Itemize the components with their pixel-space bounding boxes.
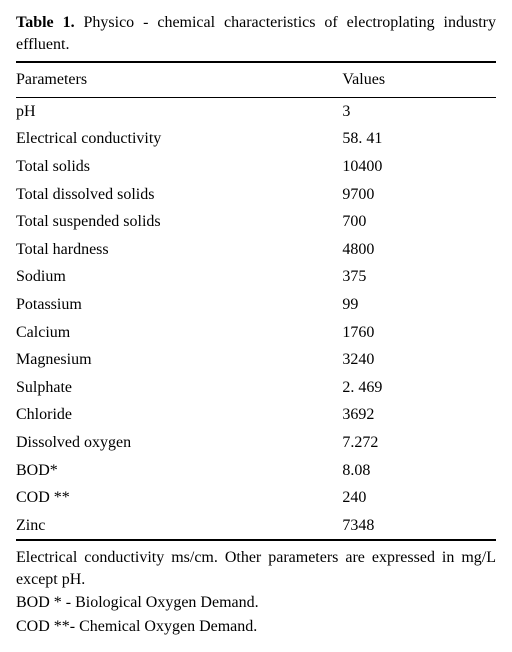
cell-parameter: Potassium: [16, 291, 342, 319]
table-row: Sodium375: [16, 263, 496, 291]
cell-value: 3240: [342, 346, 496, 374]
cell-value: 7348: [342, 512, 496, 540]
cell-parameter: BOD*: [16, 457, 342, 485]
cell-parameter: Dissolved oxygen: [16, 429, 342, 457]
cell-parameter: COD **: [16, 484, 342, 512]
cell-value: 58. 41: [342, 125, 496, 153]
table-row: Total solids10400: [16, 153, 496, 181]
cell-value: 3692: [342, 401, 496, 429]
cell-parameter: Calcium: [16, 319, 342, 347]
table-row: Total hardness4800: [16, 236, 496, 264]
table-row: Dissolved oxygen7.272: [16, 429, 496, 457]
footnote-line: COD **- Chemical Oxygen Demand.: [16, 616, 496, 638]
cell-value: 700: [342, 208, 496, 236]
cell-parameter: Electrical conductivity: [16, 125, 342, 153]
cell-parameter: Sulphate: [16, 374, 342, 402]
header-parameters: Parameters: [16, 63, 342, 97]
table-row: COD **240: [16, 484, 496, 512]
table-row: BOD*8.08: [16, 457, 496, 485]
table-number: Table 1.: [16, 14, 75, 31]
cell-parameter: Chloride: [16, 401, 342, 429]
table-caption: Table 1. Physico - chemical characterist…: [16, 12, 496, 55]
cell-value: 8.08: [342, 457, 496, 485]
cell-parameter: Zinc: [16, 512, 342, 540]
cell-value: 4800: [342, 236, 496, 264]
table-row: Chloride3692: [16, 401, 496, 429]
footnote-line: Electrical conductivity ms/cm. Other par…: [16, 547, 496, 590]
cell-value: 3: [342, 98, 496, 126]
cell-value: 7.272: [342, 429, 496, 457]
data-table-body: pH3Electrical conductivity58. 41Total so…: [16, 98, 496, 540]
table-row: Calcium1760: [16, 319, 496, 347]
table-row: Sulphate2. 469: [16, 374, 496, 402]
table-row: Potassium99: [16, 291, 496, 319]
cell-value: 240: [342, 484, 496, 512]
footnote-line: BOD * - Biological Oxygen Demand.: [16, 592, 496, 614]
table-row: Electrical conductivity58. 41: [16, 125, 496, 153]
footnotes: Electrical conductivity ms/cm. Other par…: [16, 547, 496, 637]
table-row: pH3: [16, 98, 496, 126]
cell-parameter: Sodium: [16, 263, 342, 291]
header-row: Parameters Values: [16, 63, 496, 97]
table-title: Physico - chemical characteristics of el…: [16, 14, 496, 53]
data-table: Parameters Values: [16, 63, 496, 97]
table-row: Zinc7348: [16, 512, 496, 540]
cell-parameter: Magnesium: [16, 346, 342, 374]
cell-value: 2. 469: [342, 374, 496, 402]
cell-parameter: Total dissolved solids: [16, 181, 342, 209]
table-row: Magnesium3240: [16, 346, 496, 374]
cell-value: 375: [342, 263, 496, 291]
cell-parameter: Total solids: [16, 153, 342, 181]
table-row: Total suspended solids700: [16, 208, 496, 236]
cell-parameter: Total suspended solids: [16, 208, 342, 236]
header-values: Values: [342, 63, 496, 97]
cell-parameter: pH: [16, 98, 342, 126]
cell-value: 9700: [342, 181, 496, 209]
bottom-rule: [16, 539, 496, 541]
cell-parameter: Total hardness: [16, 236, 342, 264]
table-row: Total dissolved solids9700: [16, 181, 496, 209]
cell-value: 10400: [342, 153, 496, 181]
cell-value: 99: [342, 291, 496, 319]
cell-value: 1760: [342, 319, 496, 347]
